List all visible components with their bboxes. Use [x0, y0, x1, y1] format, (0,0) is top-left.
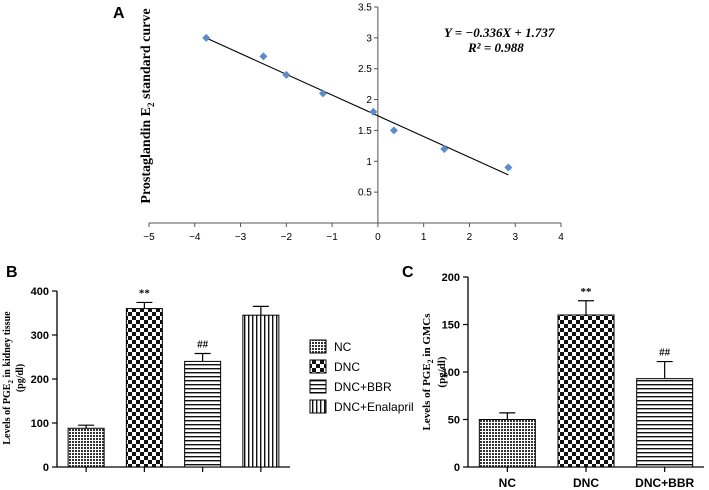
panel-c-bar	[636, 378, 694, 468]
panel-b-significance-label: ##	[197, 338, 209, 350]
panel-a-y-tick-label: 0.5	[358, 188, 372, 199]
panel-b-letter: B	[6, 264, 18, 281]
panel-a-x-tick-label: 1	[421, 232, 427, 243]
panel-a-points	[202, 33, 513, 172]
panel-b-legend-swatch	[309, 379, 327, 394]
panel-a-y-tick-label: 2.5	[358, 64, 372, 75]
panel-b-legend-label: DNC	[334, 360, 360, 374]
panel-b-y-tick-label: 200	[31, 374, 49, 386]
panel-a-x-tick-label: −1	[326, 232, 338, 243]
panel-b-ylabel-unit: (pg/dl)	[15, 364, 26, 392]
panel-b-y-tick-label: 0	[43, 462, 49, 474]
panel-c-category-label: NC	[499, 476, 517, 490]
panel-b-legend-label: DNC+BBR	[334, 380, 392, 394]
panel-a-y-tick-label: 3.5	[358, 3, 372, 14]
panel-b-legend-label: DNC+Enalapril	[334, 400, 414, 414]
panel-c-category-label: DNC	[573, 476, 599, 490]
panel-a-data-point	[504, 163, 513, 172]
panel-a-ylabel: Prostaglandin E2 standard curve	[139, 8, 156, 203]
panel-c-bars: ** ##	[478, 286, 694, 468]
panel-a-y-tick-label: 2	[366, 95, 372, 106]
panel-b-bar	[67, 427, 105, 468]
panel-b-legend-label: NC	[334, 340, 352, 354]
panel-b-y-tick-label: 400	[31, 286, 49, 298]
panel-a-axes: −5 −4 −3 −2 −1 0 1 2 3 4 0.5 1 1.5 2 2.5 3 3.5	[143, 3, 564, 244]
panel-a-data-point	[318, 89, 327, 98]
panel-b: B Levels of PGE2 in kidney tissue (pg/dl…	[2, 264, 414, 474]
panel-c-y-tick-label: 150	[442, 320, 460, 332]
panel-a-x-tick-label: −5	[143, 232, 155, 243]
panel-a-y-tick-label: 1.5	[358, 126, 372, 137]
panel-a-equation: Y = −0.336X + 1.737	[444, 25, 555, 40]
panel-c-bar	[478, 419, 536, 468]
panel-a-x-tick-label: 3	[512, 232, 518, 243]
panel-c-y-tick-label: 50	[448, 415, 460, 427]
panel-b-bar	[125, 308, 163, 468]
panel-c-significance-label: ##	[659, 347, 671, 359]
panel-c-category-label: DNC+BBR	[635, 476, 694, 490]
panel-a-x-tick-label: −4	[189, 232, 201, 243]
panel-a-y-tick-label: 1	[366, 157, 372, 168]
panel-a-y-tick-label: 3	[366, 33, 372, 44]
panel-b-significance-label: **	[139, 287, 151, 299]
panel-a-trend-line	[205, 37, 509, 176]
panel-c-bar	[557, 314, 615, 468]
panel-a-data-point	[282, 70, 291, 79]
panel-a-x-tick-label: −2	[281, 232, 293, 243]
panel-b-y-tick-label: 100	[31, 418, 49, 430]
panel-b-bars: ** ##	[67, 287, 280, 468]
panel-a-x-tick-label: 2	[467, 232, 473, 243]
panel-b-ylabel: Levels of PGE2 in kidney tissue	[2, 311, 15, 445]
panel-a-trendline	[205, 37, 509, 176]
panel-b-bar	[184, 360, 222, 468]
panel-a-data-point	[369, 107, 378, 116]
panel-a-x-tick-label: 4	[558, 232, 564, 243]
panel-a-x-tick-label: −3	[235, 232, 247, 243]
panel-c: C Levels of PGE2 in GMCs (pg/dl) 0 50 100 1…	[402, 264, 704, 490]
panel-a-data-point	[389, 126, 398, 135]
panel-a-x-tick-label: 0	[375, 232, 381, 243]
panel-c-y-tick-label: 200	[442, 272, 460, 284]
panel-a-data-point	[259, 52, 268, 61]
panel-b-legend-swatch	[309, 399, 327, 414]
panel-a: A −5 −4 −3 −2 −1 0 1 2 3 4 0.5 1 1.5 2 2.5 3 3.5 Y = −0.…	[113, 3, 564, 244]
panel-c-y-tick-label: 100	[442, 367, 460, 379]
panel-a-data-point	[202, 33, 211, 42]
panel-a-data-point	[440, 144, 449, 153]
panel-c-letter: C	[402, 264, 414, 281]
panel-a-letter: A	[113, 5, 125, 22]
panel-c-ylabel: Levels of PGE2 in GMCs	[421, 313, 435, 431]
panel-b-y-tick-label: 300	[31, 330, 49, 342]
panel-c-significance-label: **	[581, 286, 593, 298]
panel-c-y-tick-label: 0	[454, 462, 460, 474]
panel-b-legend-swatch	[309, 359, 327, 374]
panel-a-r2: R² = 0.988	[467, 40, 524, 55]
panel-c-ylabel-unit: (pg/dl)	[436, 356, 448, 388]
panel-b-legend: NC DNC DNC+BBR DNC+Enalapril	[309, 339, 414, 414]
panel-b-bar	[242, 314, 280, 468]
panel-b-legend-swatch	[309, 339, 327, 354]
